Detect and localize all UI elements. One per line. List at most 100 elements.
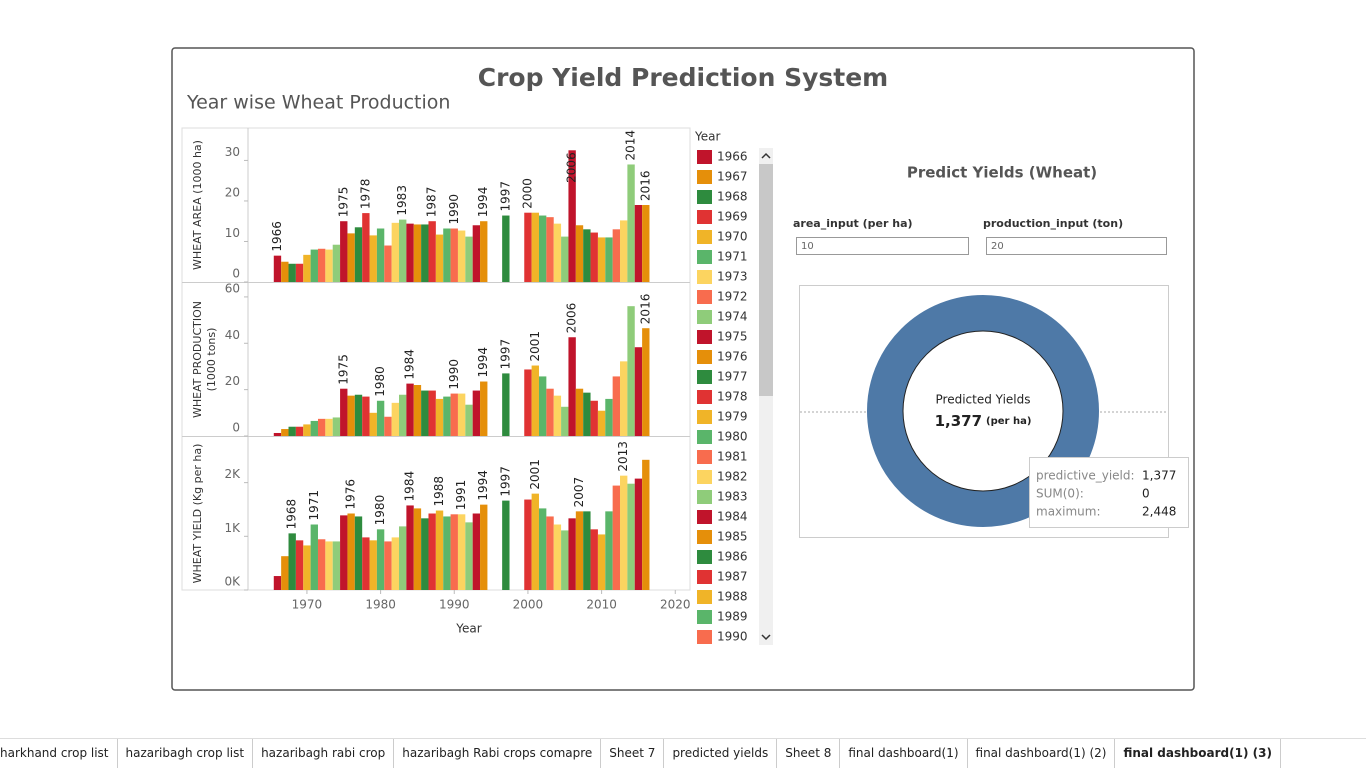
sheet-tab[interactable]: final dashboard(1) (3) <box>1115 739 1281 768</box>
legend-swatch <box>697 430 712 444</box>
y-tick-label: 2K <box>224 467 241 481</box>
y-tick-label: 1K <box>224 521 241 535</box>
bar <box>480 381 488 436</box>
sheet-tab[interactable]: hazaribagh crop list <box>118 739 254 768</box>
bar <box>524 499 532 590</box>
bar <box>531 212 539 282</box>
bar <box>347 395 355 436</box>
legend-label: 1968 <box>717 190 748 204</box>
bar-label: 2013 <box>616 441 630 472</box>
bar-label: 1984 <box>403 471 417 502</box>
legend-swatch <box>697 170 712 184</box>
bar <box>376 529 385 590</box>
legend-swatch <box>697 190 712 204</box>
tooltip-value: 1,377 <box>1142 469 1176 483</box>
bar <box>553 524 562 590</box>
legend-swatch <box>697 410 712 424</box>
bar <box>369 235 377 282</box>
bar-label: 1966 <box>270 221 284 252</box>
sheet-tab[interactable]: predicted yields <box>664 739 778 768</box>
bar <box>399 394 407 436</box>
center-value: 1,377 (per ha) <box>935 412 1032 430</box>
sheet-tabs: harkhand crop list hazaribagh crop list ha… <box>0 738 1366 768</box>
scroll-up[interactable] <box>761 152 771 159</box>
bar-label: 2000 <box>520 178 534 209</box>
y-tick-label: 40 <box>225 328 240 342</box>
bar <box>457 393 466 436</box>
bar-label: 1994 <box>476 187 490 218</box>
y-axis-label: (1000 tons) <box>205 328 218 392</box>
bar <box>384 245 392 282</box>
bar <box>295 540 304 590</box>
dashboard-title: Crop Yield Prediction System <box>478 63 888 92</box>
bar-label: 2006 <box>565 303 579 334</box>
bar <box>391 537 400 590</box>
legend-label: 1984 <box>717 510 748 524</box>
bar <box>561 530 569 590</box>
bar <box>376 228 385 282</box>
production-input[interactable]: 20 <box>986 237 1167 255</box>
bar <box>317 418 326 436</box>
sheet-tab[interactable]: Sheet 7 <box>601 739 665 768</box>
bar-label: 1990 <box>447 194 461 225</box>
bar <box>435 234 444 282</box>
bar <box>538 376 547 436</box>
bar <box>421 518 429 590</box>
bar <box>605 237 613 282</box>
legend-swatch <box>697 390 712 404</box>
legend-label: 1973 <box>717 270 748 284</box>
y-tick-label: 10 <box>225 226 240 240</box>
bar-label: 1971 <box>307 490 321 521</box>
bar <box>531 365 539 436</box>
bar <box>457 230 466 282</box>
sheet-tab[interactable]: Sheet 8 <box>777 739 841 768</box>
bar <box>435 398 444 436</box>
bar <box>325 541 333 590</box>
sheet-tab[interactable]: harkhand crop list <box>0 739 118 768</box>
bar <box>428 390 436 436</box>
legend-swatch <box>697 610 712 624</box>
legend-label: 1990 <box>717 630 748 644</box>
bar <box>524 369 532 436</box>
bar <box>465 404 473 436</box>
bar <box>362 213 370 282</box>
bar <box>421 390 429 436</box>
bar <box>443 228 451 282</box>
legend-swatch <box>697 630 712 644</box>
bar <box>340 221 348 282</box>
bar <box>384 416 392 436</box>
scroll-thumb[interactable] <box>759 164 773 396</box>
bar <box>347 513 355 590</box>
sheet-tab[interactable]: hazaribagh rabi crop <box>253 739 395 768</box>
bar <box>531 493 539 590</box>
unit: (per ha) <box>986 416 1031 427</box>
bar-label: 1978 <box>358 179 372 210</box>
bar <box>332 541 341 590</box>
y-tick-label: 30 <box>225 145 240 159</box>
bar-label: 2016 <box>638 170 652 201</box>
legend-label: 1977 <box>717 370 748 384</box>
legend-label: 1972 <box>717 290 748 304</box>
bar <box>480 504 488 590</box>
legend-swatch <box>697 350 712 364</box>
scroll-down[interactable] <box>761 634 771 641</box>
value: 1,377 <box>935 412 982 430</box>
y-tick-label: 60 <box>225 281 240 295</box>
bar <box>354 394 363 436</box>
bar <box>634 205 643 282</box>
legend-label: 1981 <box>717 450 748 464</box>
legend-label: 1971 <box>717 250 748 264</box>
legend-label: 1985 <box>717 530 748 544</box>
bar <box>583 392 591 436</box>
input-label: production_input (ton) <box>983 217 1124 230</box>
sheet-tab[interactable]: final dashboard(1) <box>840 739 968 768</box>
bar-label: 1997 <box>498 466 512 497</box>
area-input[interactable]: 10 <box>796 237 969 255</box>
bar <box>428 513 436 590</box>
bar <box>590 400 598 436</box>
sheet-tab[interactable]: final dashboard(1) (2) <box>968 739 1116 768</box>
bar <box>597 534 606 590</box>
x-tick-label: 1990 <box>439 598 470 612</box>
bar <box>612 229 621 282</box>
sheet-tab[interactable]: hazaribagh Rabi crops comapre <box>394 739 602 768</box>
